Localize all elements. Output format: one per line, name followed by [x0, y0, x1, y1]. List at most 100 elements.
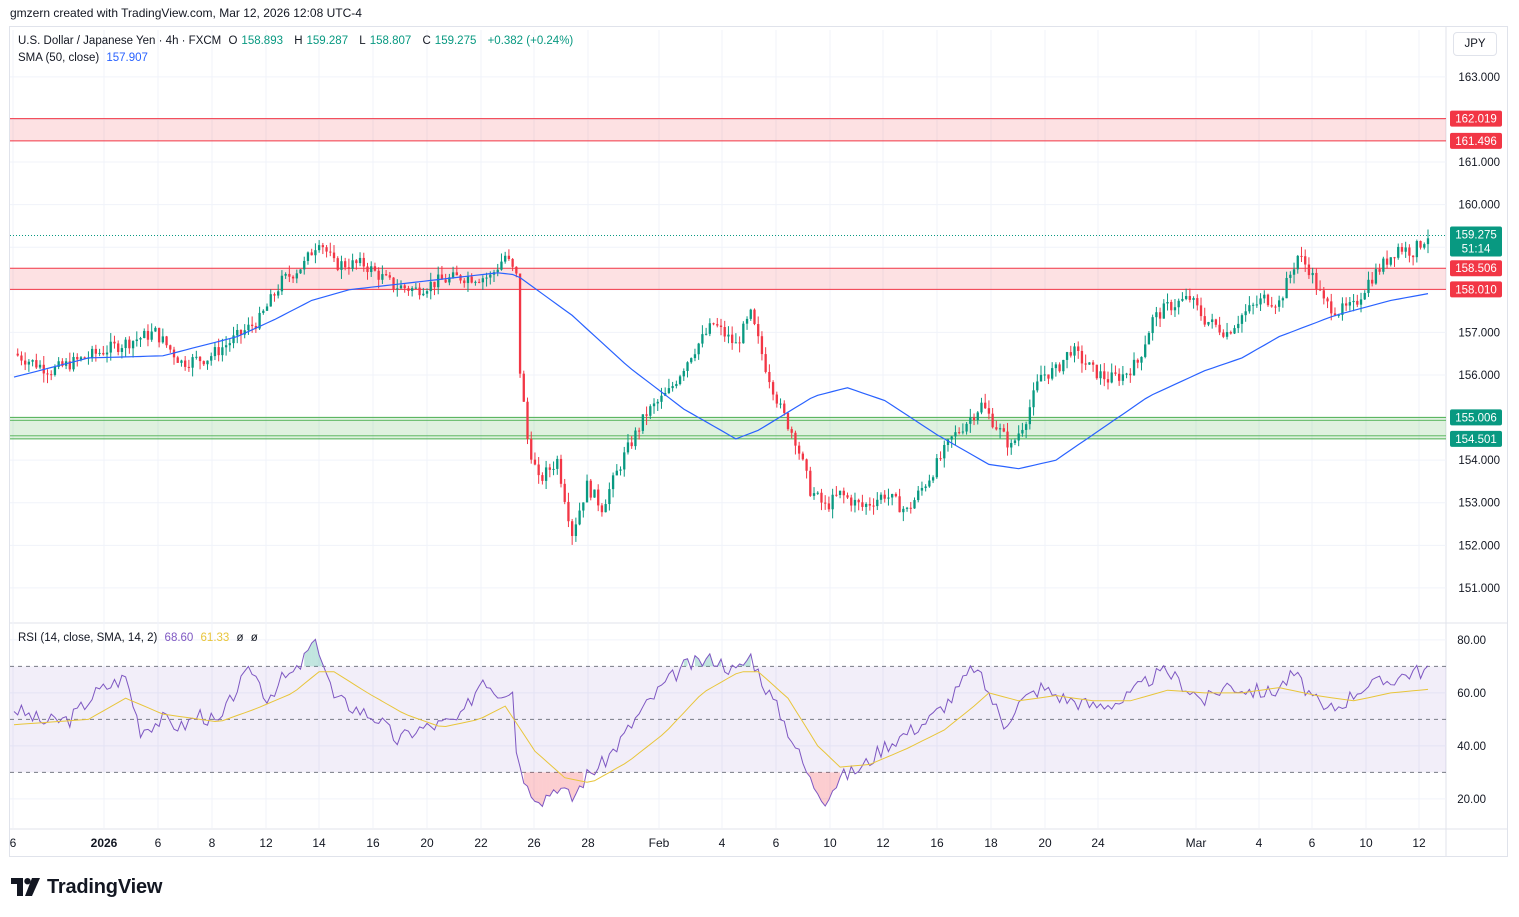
- candle-down: [857, 499, 860, 503]
- candle-up: [749, 309, 752, 319]
- candle-up: [236, 329, 239, 336]
- candle-up: [1073, 346, 1076, 356]
- candle-down: [731, 334, 734, 344]
- candle-up: [998, 428, 1002, 430]
- time-tick-label: 10: [823, 836, 837, 850]
- candle-down: [187, 366, 191, 368]
- candle-down: [559, 458, 563, 484]
- candle-up: [615, 470, 618, 476]
- candle-up: [1039, 374, 1043, 382]
- candle-up: [913, 500, 916, 509]
- candle-up: [180, 360, 183, 363]
- candle-down: [719, 325, 723, 328]
- candle-down: [1170, 301, 1173, 311]
- zone-label-161-496-text: 161.496: [1455, 136, 1497, 148]
- candle-up: [891, 494, 894, 498]
- candle-down: [1270, 305, 1273, 307]
- candle-up: [556, 458, 559, 469]
- sma-label: SMA (50, close): [18, 52, 100, 64]
- resistance-zone: [10, 268, 1446, 290]
- candle-up: [905, 507, 909, 509]
- candle-up: [1259, 298, 1262, 305]
- candle-up: [1337, 314, 1340, 316]
- candle-up: [481, 278, 485, 283]
- candle-down: [310, 252, 313, 256]
- candle-up: [682, 370, 685, 377]
- candle-up: [258, 312, 261, 329]
- time-tick-label: 6: [155, 836, 162, 850]
- candle-down: [1077, 346, 1080, 351]
- rsi-oversold-fill: [575, 772, 580, 794]
- price-tick-label: 153.000: [1458, 498, 1500, 510]
- rsi-band: [10, 666, 1446, 773]
- candle-up: [686, 362, 689, 371]
- candle-down: [76, 356, 79, 360]
- time-tick-label: 20: [420, 836, 434, 850]
- candle-up: [429, 281, 432, 292]
- candle-up: [961, 431, 965, 433]
- candle-down: [198, 356, 202, 362]
- candle-up: [704, 333, 708, 335]
- rsi-overbought-fill: [706, 653, 710, 667]
- candle-up: [1065, 352, 1069, 360]
- candle-up: [1043, 374, 1046, 376]
- candle-up: [917, 490, 920, 501]
- candle-up: [306, 252, 310, 261]
- candle-down: [388, 275, 391, 278]
- candle-up: [1125, 373, 1128, 375]
- candle-up: [954, 432, 957, 437]
- candle-up: [593, 489, 596, 498]
- time-tick-label: 6: [773, 836, 780, 850]
- candle-up: [1024, 424, 1028, 430]
- rsi-overbought-fill: [683, 658, 688, 667]
- time-tick-label: 18: [984, 836, 998, 850]
- candle-up: [1032, 390, 1035, 408]
- candle-down: [1318, 288, 1322, 291]
- candle-down: [775, 394, 778, 404]
- chart-frame: [9, 26, 1508, 857]
- candle-down: [1330, 301, 1333, 314]
- candle-up: [1374, 269, 1378, 284]
- candle-down: [373, 266, 377, 271]
- candle-up: [399, 285, 403, 289]
- support-zone: [10, 417, 1446, 439]
- candle-up: [1028, 407, 1032, 425]
- candle-down: [1322, 290, 1325, 299]
- candle-down: [273, 294, 276, 296]
- candle-up: [247, 324, 250, 331]
- candle-up: [604, 504, 607, 513]
- candle-down: [477, 281, 481, 283]
- candle-up: [1010, 442, 1013, 448]
- candle-up: [742, 323, 745, 344]
- candle-down: [571, 521, 574, 536]
- candle-down: [94, 348, 98, 354]
- candle-up: [124, 339, 127, 349]
- rsi-tick-label: 40.00: [1457, 741, 1486, 753]
- last-price-badge-text: 159.275: [1455, 229, 1497, 241]
- candle-up: [745, 318, 749, 324]
- time-tick-label: 6: [10, 836, 17, 850]
- zone-label-155-006-bg: [1450, 409, 1502, 426]
- zone-label-162-019-text: 162.019: [1455, 114, 1497, 126]
- candle-down: [16, 353, 19, 356]
- rsi-oversold-fill: [534, 772, 539, 803]
- time-tick-label: 14: [312, 836, 326, 850]
- rsi-oversold-fill: [832, 772, 837, 791]
- close-label: C: [422, 35, 431, 47]
- candle-up: [931, 477, 935, 481]
- rsi-oversold-fill: [817, 772, 822, 802]
- candle-up: [262, 310, 265, 313]
- candle-down: [846, 495, 849, 498]
- sma-line: [13, 272, 1429, 470]
- candle-up: [697, 343, 700, 355]
- low-label: L: [359, 35, 366, 47]
- candle-up: [853, 499, 857, 506]
- candle-down: [957, 432, 961, 434]
- change-value: +0.382 (+0.24%): [487, 35, 574, 47]
- candle-down: [995, 427, 998, 430]
- candle-down: [288, 273, 291, 277]
- currency-selector[interactable]: JPY: [1453, 32, 1497, 56]
- candle-up: [1233, 328, 1236, 334]
- last-price-badge-bg: [1450, 226, 1502, 257]
